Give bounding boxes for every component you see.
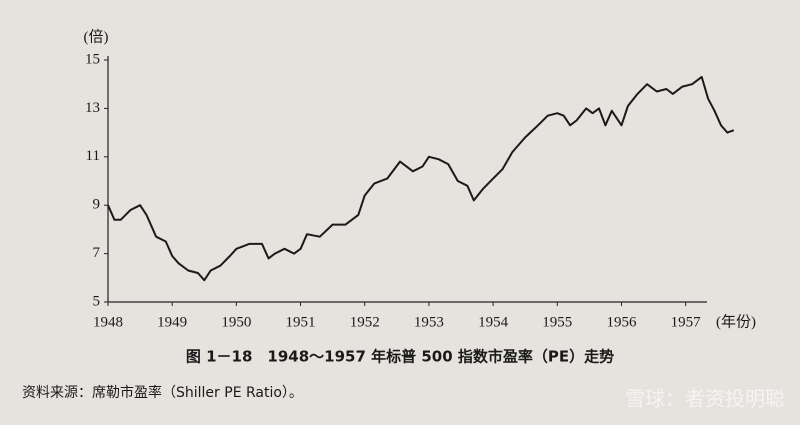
y-tick-label: 7 <box>93 245 101 261</box>
y-tick-label: 13 <box>85 100 100 116</box>
x-tick-label: 1948 <box>93 314 123 330</box>
pe-line <box>107 75 735 282</box>
x-tick-label: 1954 <box>478 314 509 330</box>
x-tick-label: 1957 <box>671 314 702 330</box>
x-tick-label: 1956 <box>606 314 637 330</box>
caption: 图 1－18 1948～1957 年标普 500 指数市盈率（PE）走势 <box>186 348 614 366</box>
y-tick-label: 9 <box>93 197 101 213</box>
x-tick-label: 1950 <box>221 314 251 330</box>
watermark: 雪球：者资投明聪 <box>625 387 785 411</box>
y-axis-label: (倍) <box>84 28 109 45</box>
x-tick-label: 1949 <box>157 314 187 330</box>
x-tick-label: 1955 <box>542 314 572 330</box>
y-tick-label: 15 <box>85 51 100 67</box>
y-tick-label: 11 <box>86 148 100 164</box>
source-note: 资料来源：席勒市盈率（Shiller PE Ratio）。 <box>22 384 303 401</box>
x-tick-label: 1951 <box>286 314 316 330</box>
x-axis-label: (年份) <box>716 313 756 330</box>
y-tick-label: 5 <box>93 293 101 309</box>
x-tick-label: 1953 <box>414 314 444 330</box>
x-tick-label: 1952 <box>350 314 380 330</box>
